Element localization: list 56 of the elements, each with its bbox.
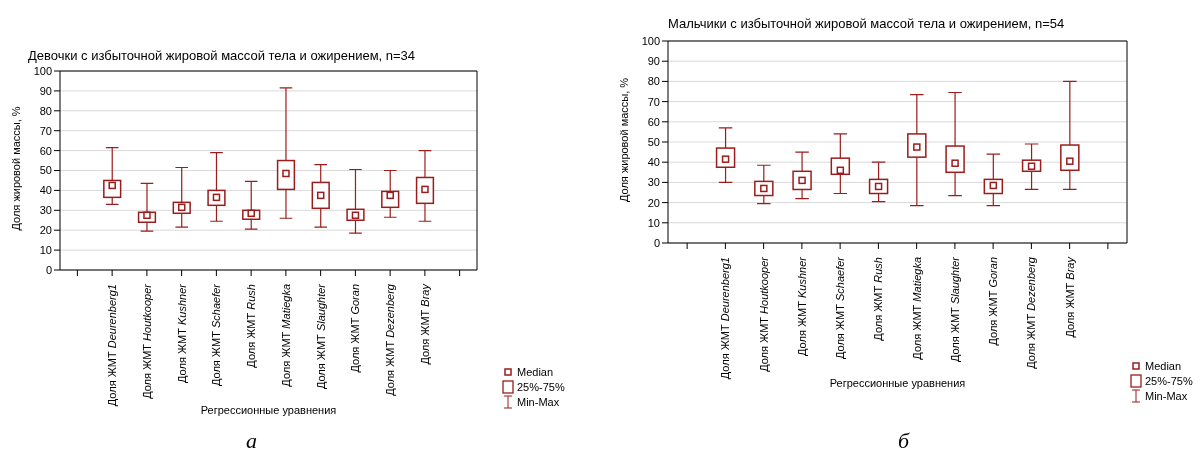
x-tick-label: Доля ЖМТ Kushner (175, 282, 188, 383)
x-tick-label: Доля ЖМТ Schaefer (210, 282, 223, 387)
y-tick-label: 40 (39, 184, 52, 197)
text: Min-Max (1145, 389, 1188, 402)
text: а (246, 428, 257, 454)
x-tick-label: Доля ЖМТ Bray (418, 282, 431, 365)
x-tick-label: Доля ЖМТ Bray (1063, 255, 1076, 338)
y-axis-title: Доля жировой массы, % (617, 77, 630, 202)
text: б (898, 428, 910, 454)
y-tick-label: 90 (647, 55, 660, 68)
x-tick-label: Доля ЖМТ Deurenberg1 (106, 284, 119, 407)
x-tick-label: Доля ЖМТ Rush (245, 284, 258, 368)
chart-title: Девочки с избыточной жировой массой тела и ожирением, n=34 (28, 48, 416, 63)
x-tick-label: Доля ЖМТ Goran (987, 257, 1000, 346)
y-tick-label: 50 (39, 164, 52, 177)
y-tick-label: 100 (33, 64, 52, 77)
y-tick-label: 20 (647, 196, 660, 209)
x-tick-label: Доля ЖМТ Dezenberg (384, 283, 397, 396)
x-tick-label: Доля ЖМТ Slaughter (314, 282, 327, 390)
x-tick-label: Доля ЖМТ Dezenberg (1025, 256, 1038, 369)
text: Median (517, 365, 554, 378)
y-tick-label: 30 (647, 176, 660, 189)
text: 25%-75% (1145, 374, 1193, 387)
x-tick-label: Доля ЖМТ Matiegka (279, 284, 292, 387)
x-tick-label: Доля ЖМТ Slaughter (948, 255, 961, 363)
x-tick-label: Доля ЖМТ Schaefer (834, 255, 847, 360)
y-tick-label: 70 (39, 124, 52, 137)
text: Min-Max (517, 395, 560, 408)
y-tick-label: 40 (647, 156, 660, 169)
y-tick-label: 80 (647, 75, 660, 88)
y-axis-title: Доля жировой массы, % (9, 106, 22, 231)
x-axis-title: Регрессионные уравнения (200, 404, 337, 416)
y-tick-label: 80 (39, 104, 52, 117)
x-axis-title: Регрессионные уравнения (829, 377, 966, 389)
y-tick-label: 60 (647, 115, 660, 128)
y-tick-label: 10 (39, 244, 52, 257)
y-tick-label: 100 (641, 34, 660, 47)
x-tick-label: Доля ЖМТ Goran (349, 284, 362, 373)
y-tick-label: 20 (39, 224, 52, 237)
y-tick-label: 10 (647, 216, 660, 229)
y-tick-label: 60 (39, 144, 52, 157)
x-tick-label: Доля ЖМТ Kushner (795, 255, 808, 356)
x-tick-label: Доля ЖМТ Matiegka (910, 257, 923, 360)
y-tick-label: 90 (39, 84, 52, 97)
y-tick-label: 30 (39, 204, 52, 217)
text: 25%-75% (517, 380, 565, 393)
y-tick-label: 0 (653, 236, 660, 249)
x-tick-label: Доля ЖМТ Deurenberg1 (719, 257, 732, 380)
text: Median (1145, 359, 1182, 372)
x-tick-label: Доля ЖМТ Houtkooper (757, 255, 770, 372)
chart-title: Мальчики с избыточной жировой массой тела и ожирением, n=54 (668, 16, 1065, 31)
x-tick-label: Доля ЖМТ Houtkooper (140, 282, 153, 399)
y-tick-label: 0 (45, 263, 52, 276)
y-tick-label: 70 (647, 95, 660, 108)
y-tick-label: 50 (647, 135, 660, 148)
x-tick-label: Доля ЖМТ Rush (872, 257, 885, 341)
